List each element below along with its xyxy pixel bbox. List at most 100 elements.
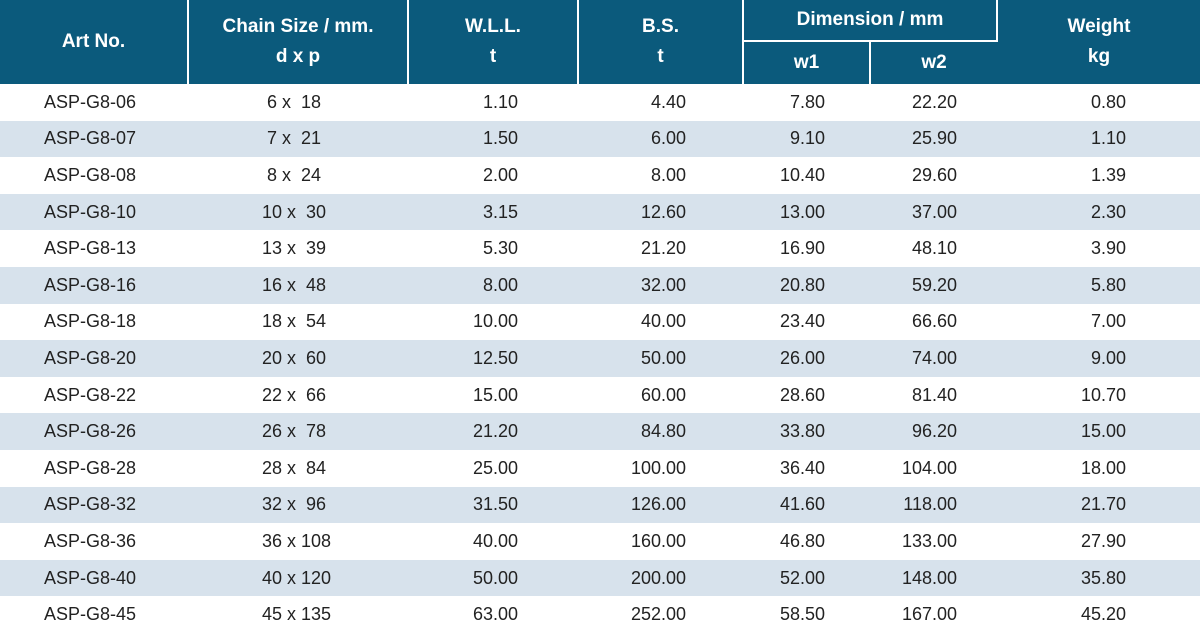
cell-art-no: ASP-G8-26 bbox=[0, 413, 188, 450]
cell-chain-size: 10 x 30 bbox=[188, 193, 408, 231]
cell-art-no: ASP-G8-20 bbox=[0, 340, 188, 377]
table-row: ASP-G8-16 16 x 48 8.00 32.00 20.80 59.20 5.80 bbox=[0, 266, 1200, 304]
cell-wll: 8.00 bbox=[408, 266, 578, 304]
cell-chain-size: 8 x 24 bbox=[262, 164, 322, 185]
table-row: ASP-G8-06 6 x 18 1.10 4.40 7.80 22.20 0.80 bbox=[0, 84, 1200, 121]
cell-art-no: ASP-G8-22 bbox=[44, 384, 137, 405]
cell-w2: 74.00 bbox=[870, 340, 997, 377]
cell-chain-size: 26 x 78 bbox=[188, 413, 408, 450]
table-row: ASP-G8-07 7 x 21 1.50 6.00 9.10 25.90 1.10 bbox=[0, 120, 1200, 158]
cell-chain-size: 45 x 135 bbox=[262, 604, 332, 625]
table-row: ASP-G8-08 8 x 24 2.00 8.00 10.40 29.60 1.39 bbox=[0, 157, 1200, 194]
cell-wll: 1.50 bbox=[408, 120, 578, 158]
table-row: ASP-G8-45 45 x 135 63.00 252.00 58.50 167.00 4… bbox=[0, 596, 1200, 633]
header-bs: B.S. t bbox=[578, 0, 744, 84]
cell-chain-size: 36 x 108 bbox=[262, 530, 332, 551]
cell-weight: 2.30 bbox=[997, 193, 1200, 231]
cell-w2: 81.40 bbox=[911, 384, 957, 405]
cell-wll: 40.00 bbox=[472, 530, 518, 551]
cell-art-no: ASP-G8-06 bbox=[44, 91, 137, 112]
cell-wll: 5.30 bbox=[482, 238, 518, 259]
cell-bs: 50.00 bbox=[578, 340, 743, 377]
cell-weight: 9.00 bbox=[997, 340, 1200, 377]
cell-wll: 2.00 bbox=[482, 164, 518, 185]
cell-chain-size: 20 x 60 bbox=[188, 340, 408, 377]
cell-art-no: ASP-G8-36 bbox=[44, 530, 137, 551]
header-w1: w1 bbox=[743, 40, 871, 84]
cell-w1: 7.80 bbox=[789, 91, 825, 112]
cell-bs: 12.60 bbox=[578, 193, 743, 231]
table-row: ASP-G8-32 32 x 96 31.50 126.00 41.60 118.00 21… bbox=[0, 486, 1200, 524]
cell-wll: 21.20 bbox=[408, 413, 578, 450]
table-row: ASP-G8-18 18 x 54 10.00 40.00 23.40 66.60 7.00 bbox=[0, 304, 1200, 341]
cell-bs: 60.00 bbox=[640, 384, 686, 405]
cell-art-no: ASP-G8-40 bbox=[0, 559, 188, 597]
cell-chain-size: 6 x 18 bbox=[262, 91, 322, 112]
table-row: ASP-G8-22 22 x 66 15.00 60.00 28.60 81.40 10.7… bbox=[0, 377, 1200, 414]
cell-w2: 25.90 bbox=[870, 120, 997, 158]
cell-weight: 27.90 bbox=[1080, 530, 1126, 551]
cell-wll: 25.00 bbox=[472, 457, 518, 478]
cell-bs: 126.00 bbox=[578, 486, 743, 524]
cell-chain-size: 32 x 96 bbox=[188, 486, 408, 524]
cell-art-no: ASP-G8-18 bbox=[44, 311, 137, 332]
cell-art-no: ASP-G8-28 bbox=[44, 457, 137, 478]
cell-chain-size: 22 x 66 bbox=[262, 384, 327, 405]
cell-w1: 52.00 bbox=[743, 559, 870, 597]
cell-w2: 96.20 bbox=[870, 413, 997, 450]
cell-art-no: ASP-G8-10 bbox=[0, 193, 188, 231]
table-row: ASP-G8-28 28 x 84 25.00 100.00 36.40 104.00 18… bbox=[0, 450, 1200, 487]
cell-weight: 0.80 bbox=[1090, 91, 1126, 112]
cell-bs: 40.00 bbox=[640, 311, 686, 332]
cell-weight: 15.00 bbox=[997, 413, 1200, 450]
table-header: Art No. Chain Size / mm. d x p W.L.L. t B.… bbox=[0, 0, 1200, 84]
cell-wll: 50.00 bbox=[408, 559, 578, 597]
cell-art-no: ASP-G8-08 bbox=[44, 164, 137, 185]
cell-bs: 252.00 bbox=[630, 604, 686, 625]
cell-art-no: ASP-G8-16 bbox=[0, 266, 188, 304]
cell-w2: 148.00 bbox=[870, 559, 997, 597]
cell-w1: 9.10 bbox=[743, 120, 870, 158]
cell-w2: 59.20 bbox=[870, 266, 997, 304]
cell-w1: 41.60 bbox=[743, 486, 870, 524]
table-row: ASP-G8-26 26 x 78 21.20 84.80 33.80 96.20 15.0… bbox=[0, 413, 1200, 450]
cell-w2: 48.10 bbox=[911, 238, 957, 259]
cell-weight: 45.20 bbox=[1080, 604, 1126, 625]
table-row: ASP-G8-40 40 x 120 50.00 200.00 52.00 148.00 3… bbox=[0, 559, 1200, 597]
cell-wll: 3.15 bbox=[408, 193, 578, 231]
cell-weight: 10.70 bbox=[1080, 384, 1126, 405]
cell-bs: 6.00 bbox=[578, 120, 743, 158]
cell-weight: 21.70 bbox=[997, 486, 1200, 524]
cell-w2: 66.60 bbox=[911, 311, 957, 332]
cell-weight: 1.10 bbox=[997, 120, 1200, 158]
cell-bs: 160.00 bbox=[630, 530, 686, 551]
cell-weight: 5.80 bbox=[997, 266, 1200, 304]
cell-wll: 15.00 bbox=[472, 384, 518, 405]
cell-art-no: ASP-G8-13 bbox=[44, 238, 137, 259]
cell-w2: 37.00 bbox=[870, 193, 997, 231]
cell-w2: 133.00 bbox=[901, 530, 957, 551]
cell-w2: 118.00 bbox=[870, 486, 997, 524]
header-chain-size: Chain Size / mm. d x p bbox=[188, 0, 409, 84]
cell-bs: 100.00 bbox=[630, 457, 686, 478]
cell-w1: 20.80 bbox=[743, 266, 870, 304]
cell-weight: 3.90 bbox=[1090, 238, 1126, 259]
cell-weight: 1.39 bbox=[1090, 164, 1126, 185]
header-wll: W.L.L. t bbox=[408, 0, 579, 84]
cell-bs: 4.40 bbox=[650, 91, 686, 112]
cell-bs: 32.00 bbox=[578, 266, 743, 304]
cell-w1: 33.80 bbox=[743, 413, 870, 450]
table-row: ASP-G8-20 20 x 60 12.50 50.00 26.00 74.00 9.00 bbox=[0, 340, 1200, 377]
cell-chain-size: 7 x 21 bbox=[188, 120, 408, 158]
cell-w2: 29.60 bbox=[911, 164, 957, 185]
cell-weight: 18.00 bbox=[1080, 457, 1126, 478]
header-weight: Weight kg bbox=[997, 0, 1200, 84]
cell-weight: 35.80 bbox=[997, 559, 1200, 597]
header-w2: w2 bbox=[870, 40, 997, 84]
cell-wll: 10.00 bbox=[472, 311, 518, 332]
cell-w2: 22.20 bbox=[911, 91, 957, 112]
cell-chain-size: 13 x 39 bbox=[262, 238, 327, 259]
cell-chain-size: 28 x 84 bbox=[262, 457, 327, 478]
cell-chain-size: 18 x 54 bbox=[262, 311, 327, 332]
